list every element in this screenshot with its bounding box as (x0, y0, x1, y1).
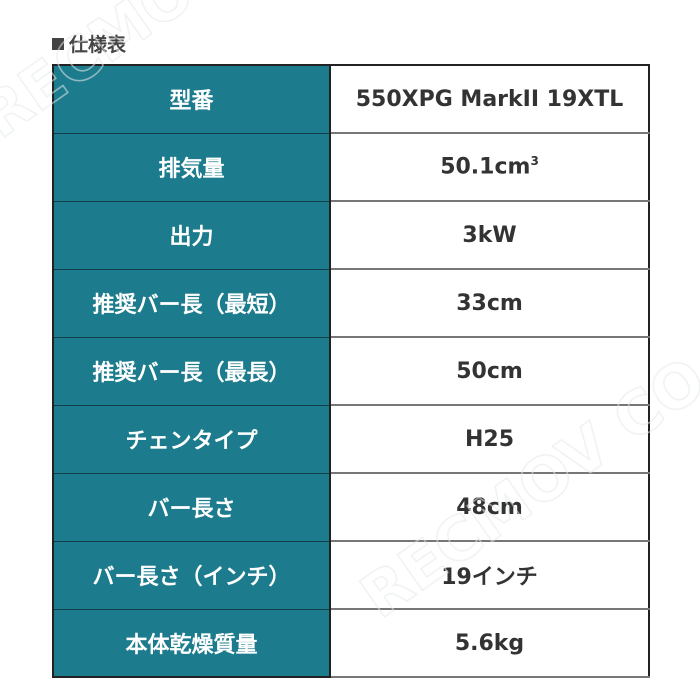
spec-value: 48cm (330, 473, 649, 542)
spec-label: 本体乾燥質量 (53, 609, 331, 678)
spec-value: 50cm (330, 337, 649, 406)
spec-label: 型番 (53, 65, 331, 134)
spec-table: 型番 550XPG MarkII 19XTL 排気量 50.1cm3 出力 3kW 推奨バー… (52, 64, 650, 678)
spec-row: バー長さ 48cm (53, 473, 649, 542)
spec-label: 推奨バー長（最長） (53, 337, 331, 406)
black-square-icon (52, 37, 64, 50)
spec-label: チェンタイプ (53, 405, 331, 474)
spec-label: 出力 (53, 201, 331, 270)
spec-label: 推奨バー長（最短） (53, 269, 331, 338)
heading-text: 仕様表 (69, 34, 127, 56)
spec-row: 出力 3kW (53, 201, 649, 270)
spec-value: H25 (330, 405, 649, 474)
spec-row: 型番 550XPG MarkII 19XTL (53, 65, 649, 134)
spec-value-text: 48cm (456, 494, 523, 520)
spec-value-text: 5.6kg (454, 630, 525, 656)
spec-value: 3kW (330, 201, 649, 270)
spec-value: 50.1cm3 (330, 133, 649, 202)
spec-label: 排気量 (53, 133, 331, 202)
spec-value: 33cm (330, 269, 649, 338)
spec-row: チェンタイプ H25 (53, 405, 649, 474)
spec-row: 推奨バー長（最長） 50cm (53, 337, 649, 406)
spec-value: 5.6kg (330, 609, 649, 678)
spec-value-text: 33cm (456, 290, 523, 316)
spec-value-text: 550XPG MarkII 19XTL (355, 86, 624, 112)
spec-label: バー長さ (53, 473, 331, 542)
spec-value: 550XPG MarkII 19XTL (330, 65, 649, 134)
spec-value-text: 50cm (456, 358, 523, 384)
spec-label: バー長さ（インチ） (53, 541, 331, 610)
spec-value-text: 19インチ (441, 565, 538, 590)
spec-value-text: 50.1cm (440, 154, 531, 180)
spec-row: 本体乾燥質量 5.6kg (53, 609, 649, 678)
superscript: 3 (530, 154, 539, 169)
spec-row: 排気量 50.1cm3 (53, 133, 649, 202)
spec-row: 推奨バー長（最短） 33cm (53, 269, 649, 338)
spec-row: バー長さ（インチ） 19インチ (53, 541, 649, 610)
spec-value-text: H25 (464, 426, 515, 452)
spec-value: 19インチ (330, 541, 649, 610)
section-heading: 仕様表 (52, 30, 126, 57)
spec-value-text: 3kW (462, 222, 517, 248)
